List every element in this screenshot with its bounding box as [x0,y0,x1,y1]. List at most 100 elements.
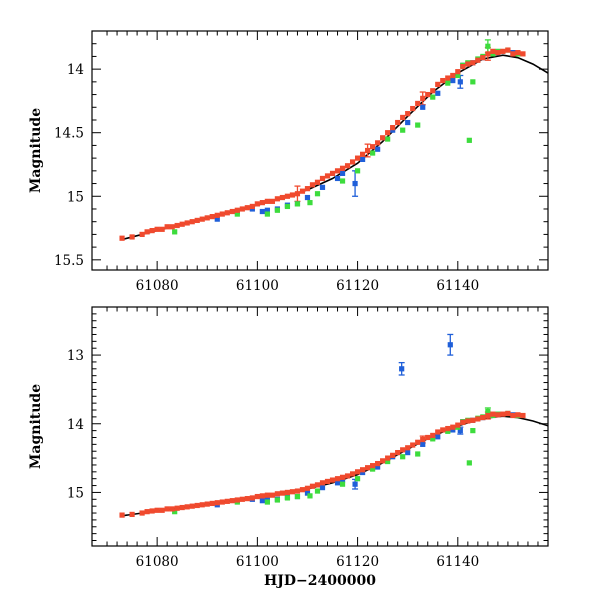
red-data-point [204,215,210,221]
red-data-point [385,455,391,461]
red-data-point [149,508,155,514]
blue-data-point [405,449,411,456]
red-data-point [219,499,225,505]
red-data-point [209,214,215,220]
green-data-point [415,451,421,457]
red-data-point [334,476,341,482]
green-data-point [466,460,472,466]
top-panel: 61080 61100 61120 61140 14 14.5 15 15.5 Magnitud… [28,30,549,294]
red-data-point [214,500,220,506]
red-data-point [179,504,185,511]
blue-data-point [435,434,441,440]
x-tick-label: 61140 [436,554,479,570]
red-data-point [164,506,170,512]
x-tick-label: 61080 [136,554,179,570]
red-data-point [329,170,336,176]
red-data-point [405,445,411,451]
red-data-point [129,234,135,240]
blue-data-point [405,119,411,126]
red-data-point [139,231,145,238]
red-data-point [420,95,426,101]
red-data-point [274,491,281,497]
red-data-point [119,512,125,518]
red-data-point [254,201,260,207]
red-data-point [440,77,446,84]
data-layer [119,39,548,241]
red-data-point [465,418,471,424]
red-data-point [149,227,155,234]
red-data-point [179,221,185,227]
red-data-point [510,412,516,419]
blue-data-point [304,194,311,201]
x-tick-label: 61120 [336,278,379,294]
red-data-point [304,485,311,491]
red-data-point [460,419,466,425]
red-data-point [430,432,436,439]
red-data-point [365,465,371,471]
green-data-point [370,150,376,156]
red-data-point [390,125,396,131]
red-data-point [119,235,125,241]
y-tick-label: 13 [67,348,84,364]
red-data-point [154,226,160,232]
red-data-point [495,50,501,56]
red-data-point [289,489,296,495]
blue-data-point [450,77,456,84]
red-data-point [480,55,486,61]
red-data-point [294,488,301,494]
red-data-point [354,469,361,475]
red-data-point [199,502,205,508]
red-data-point [309,182,316,188]
red-data-point [209,500,215,507]
red-data-point [415,100,421,107]
green-data-point [314,488,321,494]
red-data-point [475,416,481,422]
red-data-point [349,159,356,165]
green-data-point [385,458,391,465]
red-data-point [490,48,496,54]
red-data-point [159,507,165,513]
red-data-point [470,417,476,423]
red-data-point [159,226,165,232]
y-tick-label: 15 [67,189,84,205]
green-data-point [264,499,270,505]
blue-data-point [359,469,366,476]
green-data-point [264,211,270,217]
red-data-point [229,208,235,215]
red-data-point [339,165,346,171]
red-data-point [234,497,240,503]
red-data-point [455,422,461,428]
red-data-point [344,163,351,169]
green-data-point [234,211,240,217]
y-axis-title: Magnitude [28,108,44,193]
red-data-point [380,135,386,141]
green-data-point [172,509,178,515]
red-data-point [395,119,401,126]
red-data-point [324,478,331,485]
red-data-point [505,410,511,417]
red-data-point [425,434,431,441]
y-axis-title: Magnitude [28,384,44,469]
red-data-point [299,188,306,194]
red-data-point [485,51,491,57]
red-data-point [440,427,446,433]
x-tick-label: 61120 [336,554,379,570]
y-tick-label: 15.5 [54,253,84,269]
red-data-point [405,111,411,117]
red-data-point [480,414,486,421]
red-data-point [279,490,286,496]
blue-data-point [334,175,341,182]
blue-data-point [259,498,265,504]
red-data-point [470,60,476,66]
red-data-point [344,473,351,479]
red-data-point [194,217,200,224]
red-data-point [400,447,406,453]
green-data-point [445,80,451,86]
blue-data-point [334,480,341,486]
red-data-point [224,498,230,504]
red-data-point [309,483,316,489]
green-data-point [294,201,301,207]
red-data-point [244,205,250,211]
red-data-point [455,69,461,75]
